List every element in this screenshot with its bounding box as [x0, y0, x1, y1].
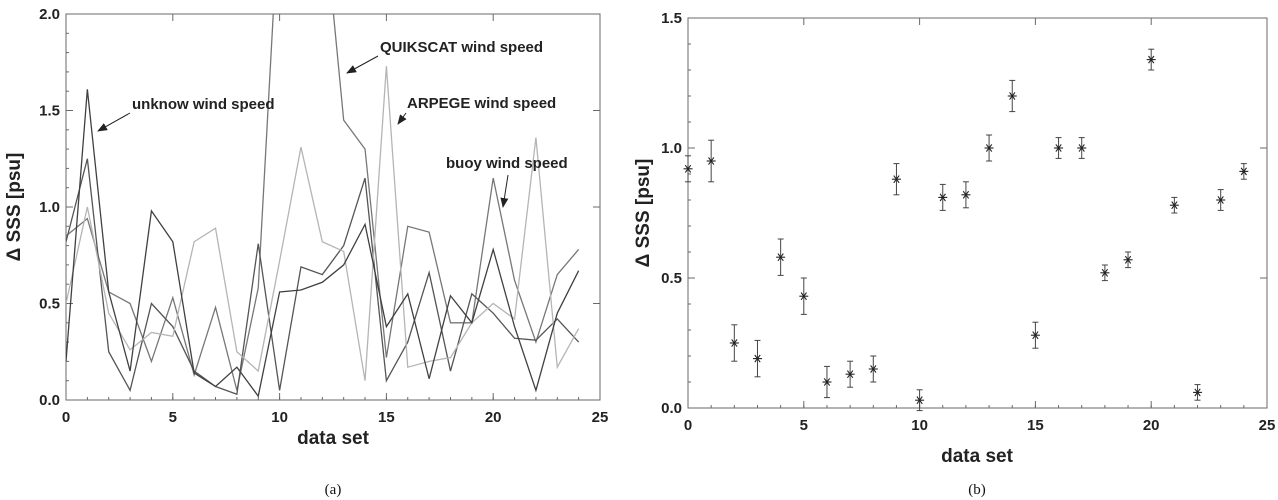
x-tick-label: 10 [271, 409, 288, 426]
axis-ticks: 0 5 10 15 20 25 0.0 0.5 1.0 1.5 [661, 10, 1275, 434]
annotation-arrow [397, 112, 407, 125]
series-lines [66, 14, 580, 398]
data-point [1169, 196, 1179, 214]
data-point [729, 324, 739, 362]
y-tick-label: 2.0 [39, 6, 60, 23]
y-tick-label: 1.5 [39, 103, 60, 120]
data-point [961, 181, 971, 209]
data-point [1146, 48, 1156, 71]
marker-stroke [777, 253, 784, 262]
marker-stroke [800, 292, 807, 301]
y-tick-label: 0.0 [39, 392, 60, 409]
marker-stroke [1124, 255, 1132, 264]
marker-stroke [1148, 55, 1155, 64]
data-point [868, 355, 878, 383]
data-point [822, 365, 832, 399]
marker-stroke [1009, 92, 1016, 100]
data-point [1054, 137, 1064, 159]
x-tick-label: 20 [1143, 417, 1160, 434]
x-tick-label: 10 [911, 417, 928, 434]
y-tick-label: 0.0 [661, 400, 682, 417]
data-point [1007, 79, 1017, 113]
data-point [799, 277, 809, 315]
y-tick-label: 1.5 [661, 10, 682, 27]
data-point [683, 155, 693, 183]
y-tick-label: 1.0 [661, 140, 682, 157]
data-point [891, 163, 901, 196]
marker-stroke [962, 190, 970, 199]
y-tick-label: 1.0 [39, 199, 60, 216]
annotation-arrow [500, 174, 509, 208]
marker-stroke [870, 365, 877, 373]
annotation-label: ARPEGE wind speed [407, 95, 556, 112]
data-point [1239, 163, 1249, 180]
x-tick-label: 5 [800, 417, 808, 434]
data-point [752, 339, 762, 378]
marker-stroke [1217, 196, 1224, 204]
marker-stroke [916, 396, 923, 405]
marker-stroke [823, 378, 831, 386]
axis-ticks: 0 5 10 15 20 25 0.0 0.5 1.0 1.5 2.0 [39, 6, 608, 426]
data-point [1030, 321, 1040, 349]
annotation-arrow [346, 55, 379, 74]
x-axis-label: data set [297, 428, 369, 449]
marker-stroke [893, 175, 900, 184]
marker-stroke [939, 193, 946, 202]
data-point [984, 134, 994, 162]
x-tick-label: 15 [1027, 417, 1044, 434]
caption: (a) [325, 482, 342, 498]
annotations: QUIKSCAT wind speed unknow wind speed ARPE… [97, 39, 568, 208]
x-tick-label: 25 [1259, 417, 1276, 434]
scatter-chart-panel: 0 5 10 15 20 25 0.0 0.5 1.0 1.5 data set Δ SSS [p… [633, 10, 1275, 498]
series-line [66, 66, 580, 381]
plot-frame [687, 17, 1268, 409]
marker-stroke [1194, 388, 1201, 397]
marker-stroke [985, 144, 993, 152]
data-point [1216, 189, 1226, 211]
y-axis-label: Δ SSS [psu] [633, 159, 654, 268]
y-axis-label: Δ SSS [psu] [4, 153, 25, 262]
annotation-label: unknow wind speed [132, 96, 275, 113]
marker-stroke [754, 354, 761, 363]
data-point [1100, 264, 1110, 282]
series-line [66, 14, 580, 391]
marker-stroke [1078, 144, 1085, 152]
x-tick-label: 0 [62, 409, 70, 426]
marker-stroke [1055, 144, 1062, 152]
annotation-arrow [97, 112, 131, 132]
data-point [1077, 137, 1087, 159]
y-tick-label: 0.5 [661, 270, 682, 287]
x-tick-label: 15 [378, 409, 395, 426]
x-tick-label: 25 [592, 409, 609, 426]
x-tick-label: 20 [485, 409, 502, 426]
data-point [776, 238, 786, 276]
marker-stroke [684, 164, 692, 173]
marker-stroke [846, 370, 854, 379]
x-tick-label: 5 [169, 409, 177, 426]
scatter-points [683, 48, 1249, 412]
annotation-label: buoy wind speed [446, 155, 568, 172]
marker-stroke [1101, 268, 1109, 277]
series-line [66, 89, 580, 398]
x-axis-label: data set [941, 446, 1013, 467]
marker-stroke [1171, 201, 1178, 210]
marker-stroke [708, 157, 715, 165]
data-point [1193, 384, 1203, 401]
x-tick-label: 0 [684, 417, 692, 434]
y-tick-label: 0.5 [39, 296, 60, 313]
data-point [1123, 251, 1133, 269]
annotation-label: QUIKSCAT wind speed [380, 39, 543, 56]
marker-stroke [1240, 167, 1247, 176]
data-point [915, 389, 925, 412]
data-point [845, 360, 855, 388]
series-line [66, 158, 580, 396]
line-chart-panel: 0 5 10 15 20 25 0.0 0.5 1.0 1.5 2.0 QUIKSCAT wind … [4, 6, 608, 498]
data-point [706, 139, 716, 183]
marker-stroke [731, 339, 738, 347]
data-point [938, 183, 948, 211]
marker-stroke [1032, 331, 1039, 340]
caption: (b) [968, 482, 986, 498]
